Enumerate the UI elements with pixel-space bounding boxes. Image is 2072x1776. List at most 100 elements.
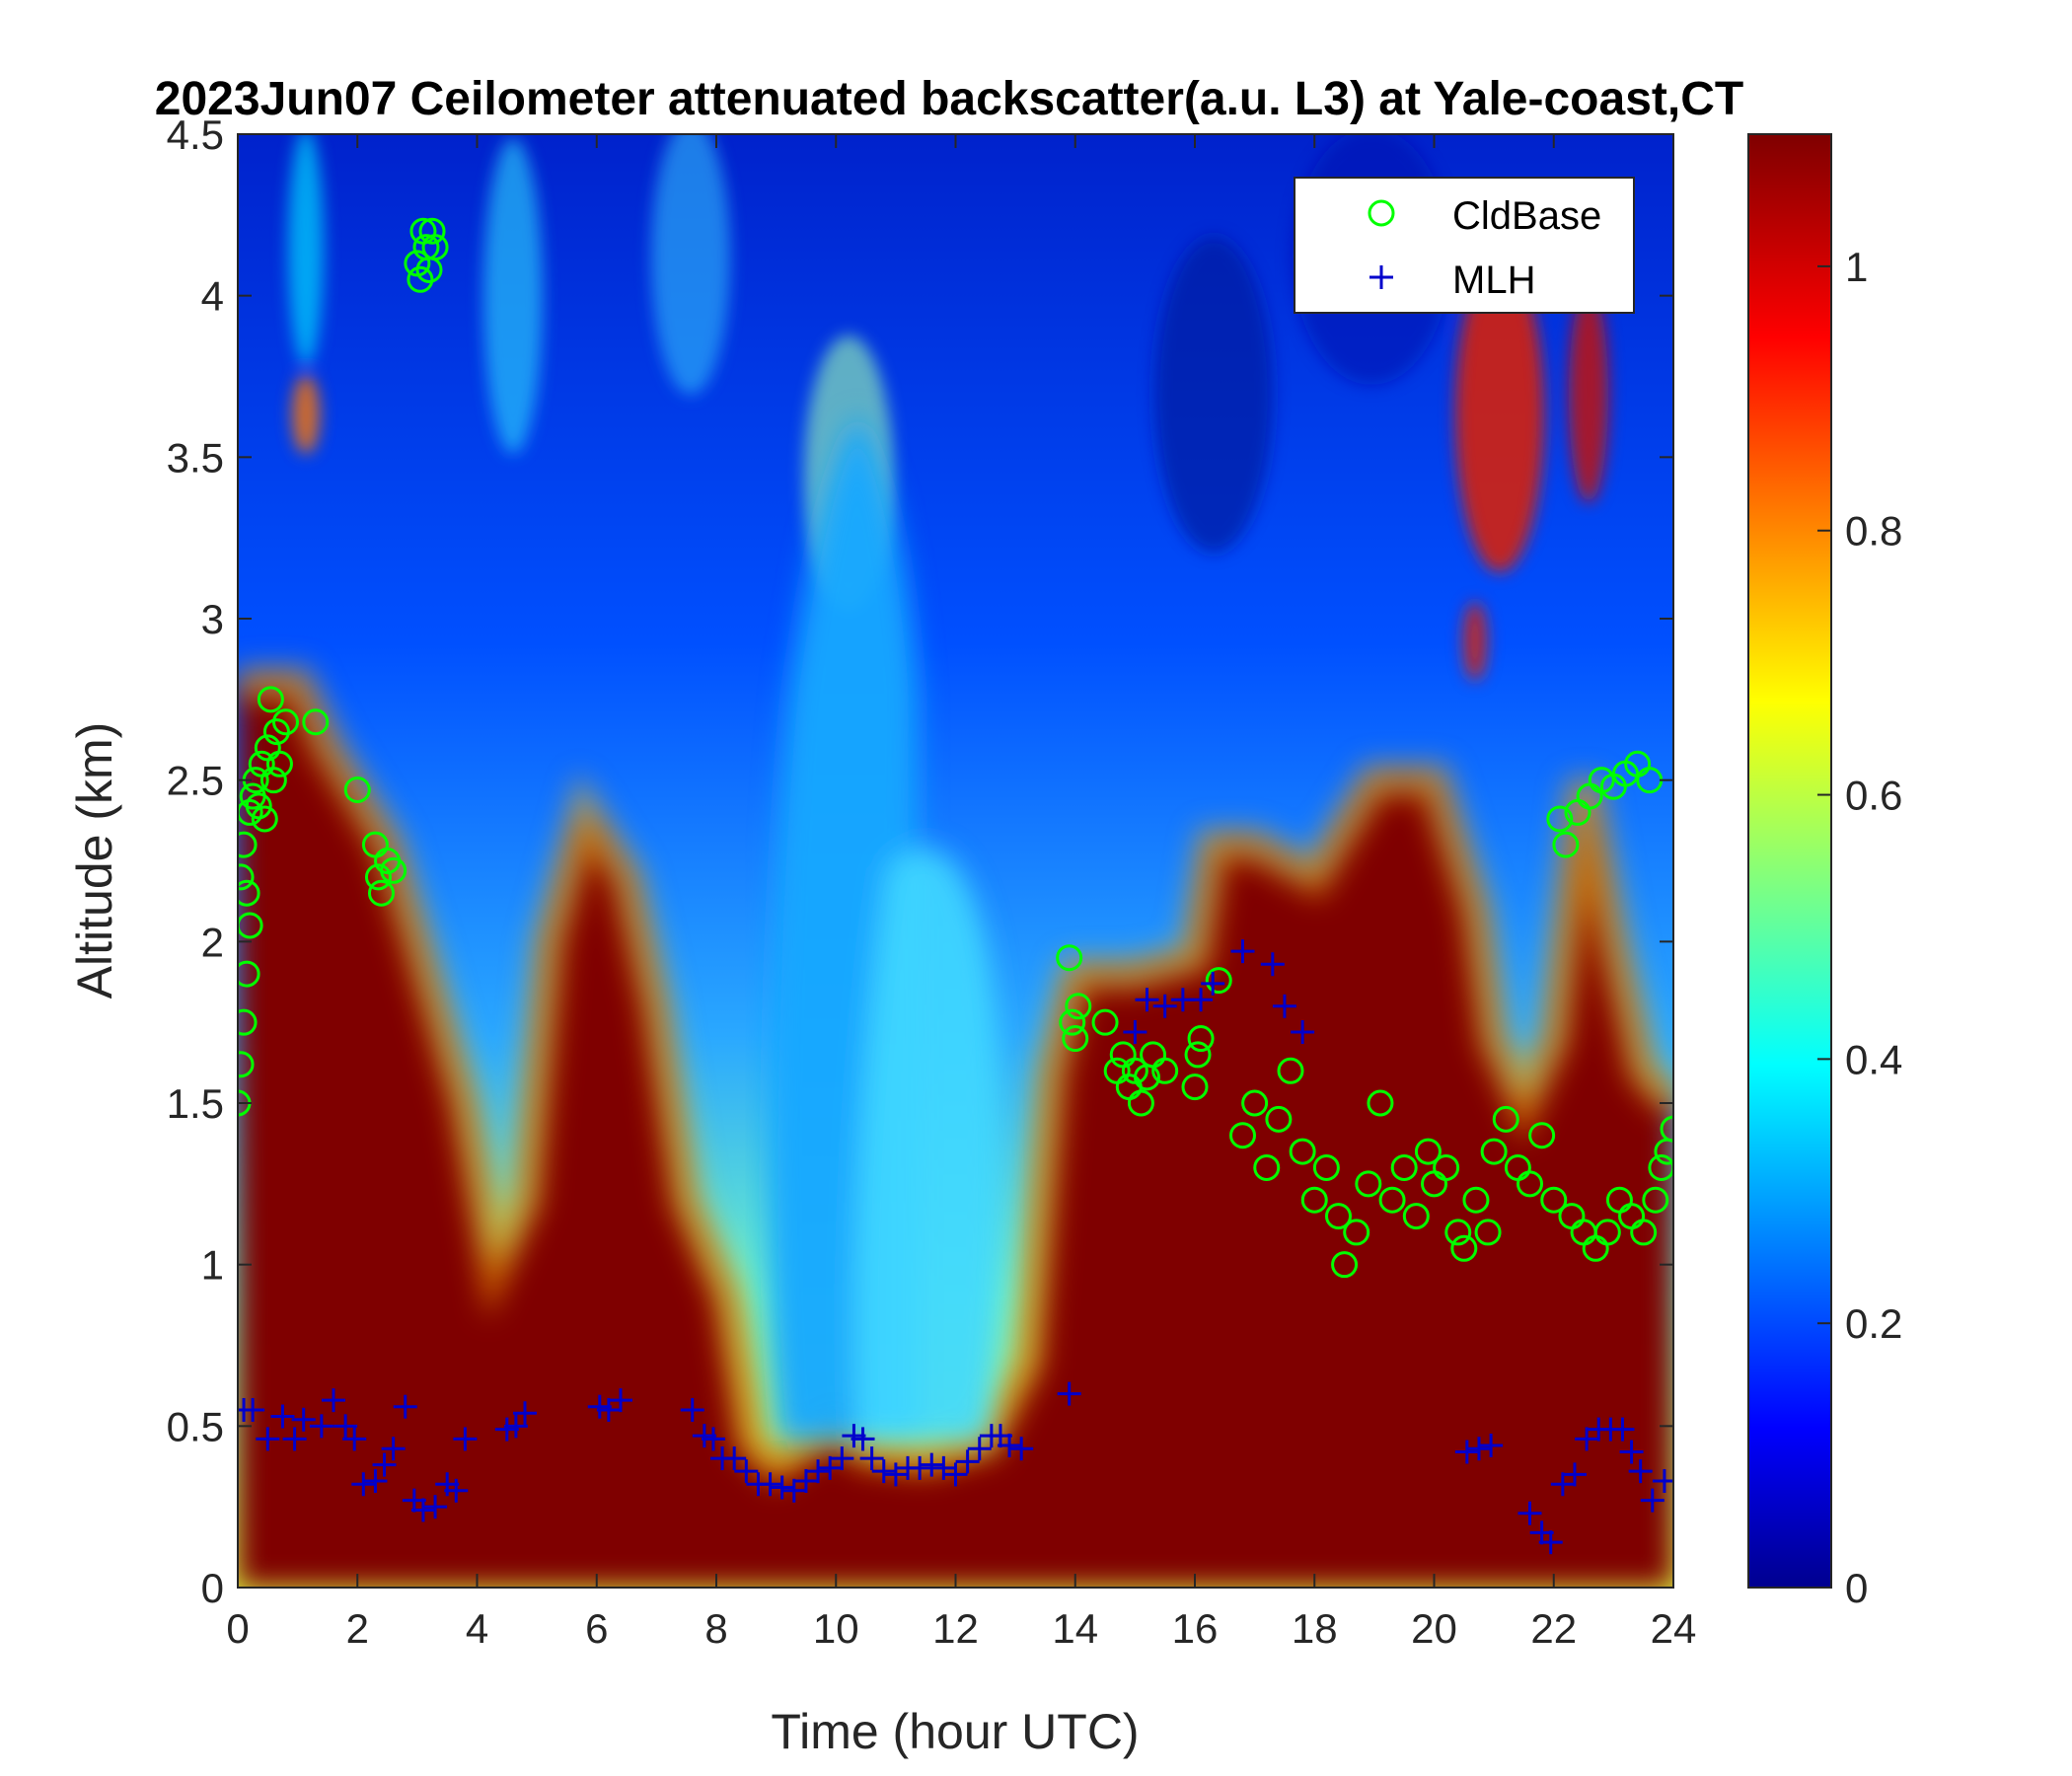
mlh-point (1009, 1437, 1034, 1461)
colorbar-tick-label: 0.4 (1845, 1036, 1902, 1082)
cldbase-point (1062, 1025, 1089, 1053)
cldbase-point (1355, 1170, 1382, 1198)
mlh-point (333, 1414, 358, 1439)
mlh-point (1640, 1488, 1665, 1513)
colorbar-bar (1747, 133, 1832, 1589)
mlh-point (781, 1478, 806, 1503)
cleaner-air-patch (769, 414, 1001, 1441)
cldbase-point (1474, 1219, 1502, 1246)
cldbase-point (407, 265, 434, 293)
cldbase-point (1205, 967, 1232, 995)
mlh-point (1538, 1530, 1563, 1555)
mlh-point (908, 1455, 932, 1480)
cldbase-point (1229, 1122, 1256, 1149)
colorbar-tick-label: 0 (1845, 1565, 1868, 1611)
y-tick-label: 1.5 (167, 1080, 224, 1127)
cldbase-point (238, 1008, 258, 1036)
cldbase-point (1325, 1203, 1352, 1230)
mlh-point (1575, 1427, 1599, 1451)
colorbar-tick-label: 0.2 (1845, 1300, 1902, 1347)
mlh-point (998, 1433, 1022, 1457)
aerosol-layer-edge (238, 666, 1673, 1487)
mlh-point (256, 1427, 280, 1451)
mlh-point (920, 1452, 944, 1477)
y-tick-label: 0.5 (167, 1403, 224, 1449)
x-tick-label: 2 (346, 1605, 369, 1652)
mlh-point (1628, 1459, 1653, 1484)
mlh-point (1123, 1019, 1147, 1044)
cldbase-point (1546, 805, 1574, 833)
x-tick-label: 10 (813, 1605, 859, 1652)
mlh-point (871, 1459, 896, 1484)
cldbase-point (1492, 1105, 1519, 1133)
colorbar-tick-label: 0.6 (1845, 773, 1902, 819)
cldbase-point (1312, 1153, 1340, 1181)
cldbase-point (1184, 1041, 1212, 1069)
mlh-point (1152, 994, 1177, 1018)
cldbase-point (1593, 1219, 1621, 1246)
cldbase-point (262, 718, 290, 746)
cldbase-point (1630, 1219, 1658, 1246)
cldbase-point (1552, 831, 1580, 858)
mlh-point (342, 1427, 367, 1451)
cldbase-point (1059, 1008, 1086, 1036)
chart-title: 2023Jun07 Ceilometer attenuated backscat… (155, 73, 1743, 125)
mlh-point (818, 1455, 843, 1480)
mlh-point (1479, 1433, 1504, 1457)
mlh-point (1135, 988, 1159, 1012)
cldbase-point (1151, 1057, 1179, 1084)
cldbase-point (251, 805, 278, 833)
cldbase-point (1480, 1138, 1508, 1165)
cldbase-point (1390, 1153, 1418, 1181)
mlh-point (1189, 988, 1214, 1012)
cldbase-point (238, 960, 260, 988)
cldbase-point (364, 863, 392, 891)
y-tick-label: 4.5 (167, 111, 224, 158)
legend-box (1294, 177, 1635, 314)
cldbase-point (265, 750, 293, 777)
y-tick-label: 1 (201, 1242, 224, 1289)
cldbase-point (257, 686, 284, 713)
mlh-point (282, 1427, 307, 1451)
colorbar-ticks: 0 0.2 0.4 0.6 0.8 1 (1817, 244, 1902, 1611)
mlh-point (609, 1388, 632, 1413)
y-tick-label: 3.5 (167, 434, 224, 481)
mlh-point (967, 1437, 992, 1461)
mlh-point (1652, 1468, 1673, 1493)
cldbase-point (1528, 1122, 1556, 1149)
plot-area (238, 134, 1673, 1588)
mlh-point (758, 1472, 782, 1497)
mlh-point (770, 1475, 794, 1500)
mlh-point (1610, 1417, 1635, 1442)
cldbase-point (1378, 1186, 1406, 1214)
x-tick-label: 18 (1292, 1605, 1338, 1652)
cldbase-point (238, 1051, 255, 1078)
cldbase-markers (238, 217, 1673, 1279)
cldbase-point (1300, 1186, 1328, 1214)
cldbase-point (1289, 1138, 1316, 1165)
x-tick-label: 4 (466, 1605, 488, 1652)
y-tick-label: 2 (201, 919, 224, 965)
cldbase-point (1450, 1234, 1478, 1262)
x-tick-label: 6 (585, 1605, 608, 1652)
x-tick-label: 0 (226, 1605, 249, 1652)
mlh-point (722, 1446, 747, 1471)
y-axis-label: Altitude (km) (67, 722, 122, 999)
cldbase-point (1414, 1138, 1442, 1165)
cldbase-point (1187, 1025, 1215, 1053)
mlh-point (372, 1452, 397, 1477)
cldbase-point (1433, 1153, 1460, 1181)
x-tick-label: 16 (1172, 1605, 1219, 1652)
legend-mlh-label: MLH (1452, 259, 1535, 302)
mlh-point (955, 1449, 980, 1474)
y-tick-label: 2.5 (167, 758, 224, 804)
mlh-point (381, 1437, 406, 1461)
mlh-markers (238, 939, 1673, 1555)
cldbase-point (259, 767, 287, 794)
mlh-point (1550, 1472, 1575, 1497)
legend-cldbase-marker (1368, 199, 1395, 227)
cldbase-point (1065, 993, 1092, 1020)
cldbase-point (238, 863, 255, 891)
x-axis-ticks: 0 2 4 6 8 10 12 14 16 18 20 22 24 (226, 134, 1696, 1652)
mlh-point (322, 1388, 345, 1413)
